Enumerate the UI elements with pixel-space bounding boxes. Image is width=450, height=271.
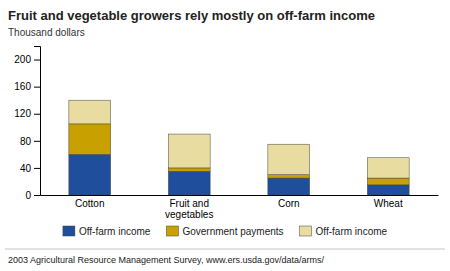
bar <box>367 158 409 178</box>
legend-item: Off-farm income <box>63 226 151 237</box>
bar-series <box>69 154 409 195</box>
x-tick-label: Wheat <box>374 198 403 209</box>
y-axis: 0 40 80 120 160 200 <box>14 47 40 201</box>
legend-swatch <box>63 226 75 236</box>
x-tick-label: Fruit andvegetables <box>165 198 213 220</box>
bar <box>268 178 310 195</box>
bar <box>168 168 210 171</box>
y-tick-label: 160 <box>14 81 31 92</box>
y-tick-mark <box>34 168 40 169</box>
source: 2003 Agricultural Resource Management Su… <box>8 255 324 265</box>
x-tick-label-line: Cotton <box>75 198 104 209</box>
legend-label: Government payments <box>182 226 283 237</box>
separator <box>5 249 445 250</box>
y-tick-label: 120 <box>14 108 31 119</box>
y-tick-label: 40 <box>20 163 32 174</box>
chart: Fruit and vegetable growers rely mostly … <box>0 0 450 271</box>
bars <box>69 100 409 195</box>
x-tick: Corn <box>278 195 300 209</box>
y-tick-mark <box>34 195 40 196</box>
y-tick-label: 200 <box>14 54 31 65</box>
bar <box>168 171 210 195</box>
x-axis-line <box>41 195 439 196</box>
legend: Off-farm income Government payments Off-fa… <box>63 226 388 237</box>
y-tick: 80 <box>20 136 40 147</box>
y-tick-mark <box>34 114 40 115</box>
legend-label: Off-farm income <box>79 226 151 237</box>
y-tick: 200 <box>14 54 40 65</box>
bar <box>268 175 310 178</box>
y-tick: 160 <box>14 81 40 92</box>
bar <box>69 100 111 124</box>
x-tick-label-line: Fruit and <box>170 198 209 209</box>
bar <box>367 178 409 185</box>
x-tick: Cotton <box>75 195 104 209</box>
x-tick-label-line: Wheat <box>374 198 403 209</box>
bar-series <box>69 124 409 185</box>
y-tick-mark <box>34 141 40 142</box>
y-tick-mark <box>34 87 40 88</box>
bar <box>168 134 210 168</box>
legend-swatch <box>300 226 312 236</box>
bar <box>367 185 409 195</box>
x-tick: Wheat <box>374 195 403 209</box>
x-tick: Fruit andvegetables <box>165 195 213 220</box>
y-tick-label: 80 <box>20 136 32 147</box>
x-tick-label-line: vegetables <box>165 209 213 220</box>
legend-swatch <box>166 226 178 236</box>
x-tick-label: Cotton <box>75 198 104 209</box>
x-tick-label: Corn <box>278 198 300 209</box>
x-axis: Cotton Fruit andvegetables Corn Wheat <box>41 195 439 220</box>
y-tick-label: 0 <box>25 190 31 201</box>
bar <box>69 124 111 154</box>
y-tick: 120 <box>14 108 40 119</box>
bar-series <box>69 100 409 178</box>
y-axis-line <box>34 47 41 196</box>
legend-item: Government payments <box>166 226 283 237</box>
x-tick-label-line: Corn <box>278 198 300 209</box>
y-tick: 40 <box>20 163 40 174</box>
y-tick: 0 <box>25 190 40 201</box>
y-axis-title: Thousand dollars <box>8 27 85 38</box>
bar <box>69 154 111 195</box>
legend-label: Off-farm income <box>316 226 388 237</box>
bar <box>268 144 310 174</box>
legend-item: Off-farm income <box>300 226 388 237</box>
title: Fruit and vegetable growers rely mostly … <box>8 8 375 23</box>
y-tick-mark <box>34 60 40 61</box>
